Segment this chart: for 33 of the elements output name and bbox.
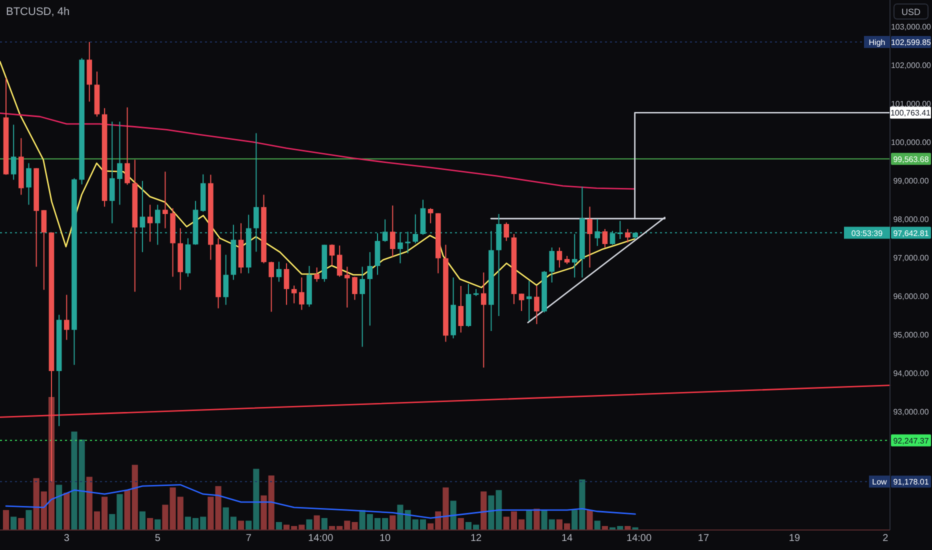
ref-line-label: 99,563.68 xyxy=(893,154,930,164)
y-tick-label: 97,000.00 xyxy=(893,253,930,262)
y-tick-label: 95,000.00 xyxy=(893,330,930,340)
ref-line-label: 97,642.81 xyxy=(893,228,930,238)
y-tick-label: 102,000.00 xyxy=(890,61,932,70)
ref-line-label: 102,599.85 xyxy=(890,38,932,47)
x-tick-label: 5 xyxy=(154,533,161,544)
y-tick-label: 93,000.00 xyxy=(893,407,930,416)
annotation: Low xyxy=(872,478,888,487)
x-tick-label: 19 xyxy=(788,533,800,544)
ref-line-label: 92,247.37 xyxy=(893,436,930,446)
y-tick-label: 101,000.00 xyxy=(890,100,932,109)
annotation: 03:53:39 xyxy=(851,228,884,238)
x-tick-label: 7 xyxy=(246,533,252,544)
y-tick-label: 98,000.00 xyxy=(893,215,930,224)
y-tick-label: 96,000.00 xyxy=(893,292,930,301)
x-tick-label: 14:00 xyxy=(626,533,652,544)
annotation: High xyxy=(868,38,886,47)
text: BTCUSD, 4h xyxy=(6,6,70,18)
x-tick-label: 12 xyxy=(470,533,482,544)
x-tick-label: 10 xyxy=(380,533,392,544)
annotation: 100,763.41 xyxy=(890,108,932,118)
x-tick-label: 2 xyxy=(882,533,889,544)
y-tick-label: 94,000.00 xyxy=(893,368,930,378)
y-tick-label: 100,000.00 xyxy=(890,138,932,148)
x-tick-label: 17 xyxy=(698,533,710,544)
y-tick-label: 99,000.00 xyxy=(893,176,930,186)
x-tick-label: 3 xyxy=(64,533,70,544)
y-tick-label: 103,000.00 xyxy=(890,22,932,32)
x-tick-label: 14:00 xyxy=(308,533,334,544)
y-axis-title: USD xyxy=(901,7,921,17)
ref-line-label: 91,178.01 xyxy=(893,478,930,487)
x-tick-label: 14 xyxy=(561,533,574,544)
